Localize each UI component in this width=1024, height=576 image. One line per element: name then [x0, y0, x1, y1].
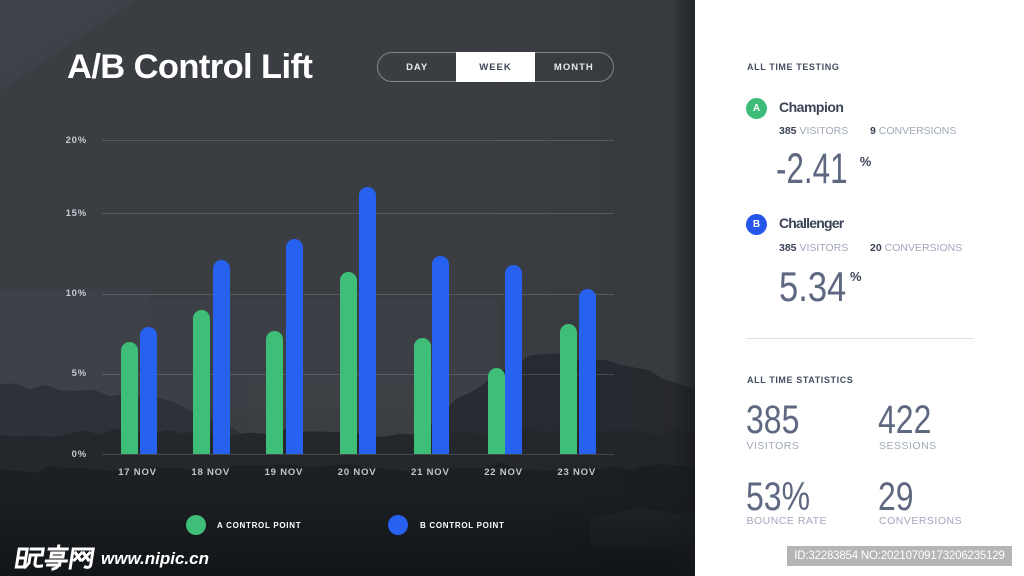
svg-text:www.nipic.cn: www.nipic.cn	[101, 549, 209, 568]
